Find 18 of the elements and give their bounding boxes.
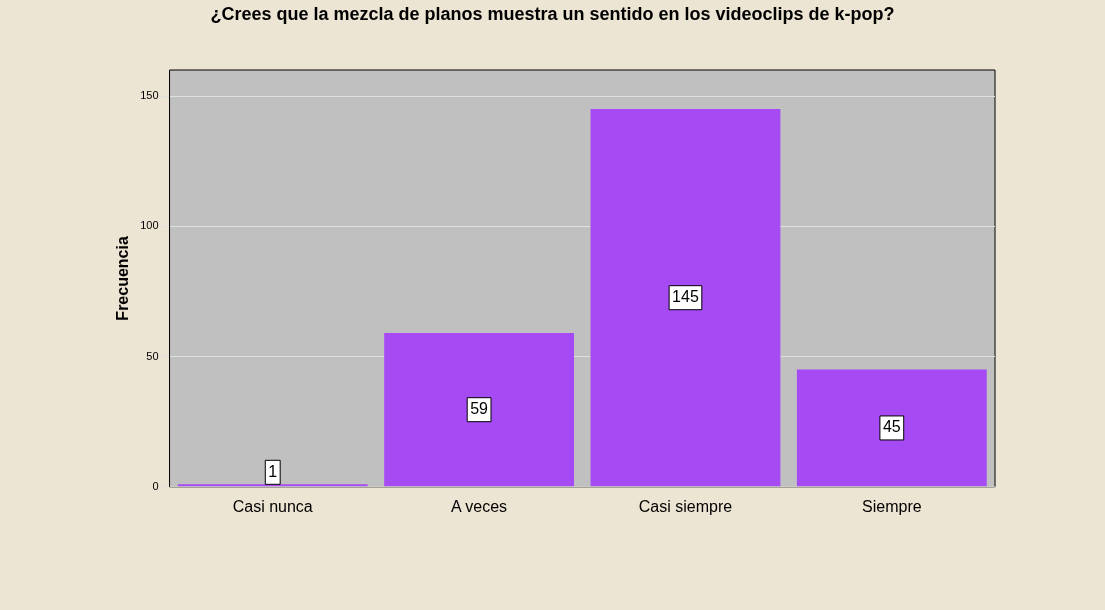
data-label: 1: [268, 462, 278, 480]
y-tick-label: 100: [140, 219, 159, 232]
x-tick-label: Casi nunca: [232, 497, 313, 515]
y-tick-label: 50: [146, 349, 159, 362]
y-tick-label: 150: [140, 89, 159, 102]
bar: [590, 109, 781, 487]
data-label: 145: [672, 288, 699, 306]
data-label: 59: [470, 400, 489, 418]
bar: [796, 369, 987, 487]
x-tick-label: A veces: [451, 497, 508, 515]
bar: [384, 333, 575, 487]
data-label: 45: [882, 418, 901, 436]
y-tick-label: 0: [152, 479, 159, 492]
y-axis-title: Frecuencia: [114, 236, 132, 321]
chart-title: ¿Crees que la mezcla de planos muestra un sentido en los videoclips de k-pop?: [209, 4, 896, 25]
x-tick-label: Siempre: [862, 497, 922, 515]
bar: [177, 484, 368, 487]
x-tick-label: Casi siempre: [638, 497, 733, 515]
